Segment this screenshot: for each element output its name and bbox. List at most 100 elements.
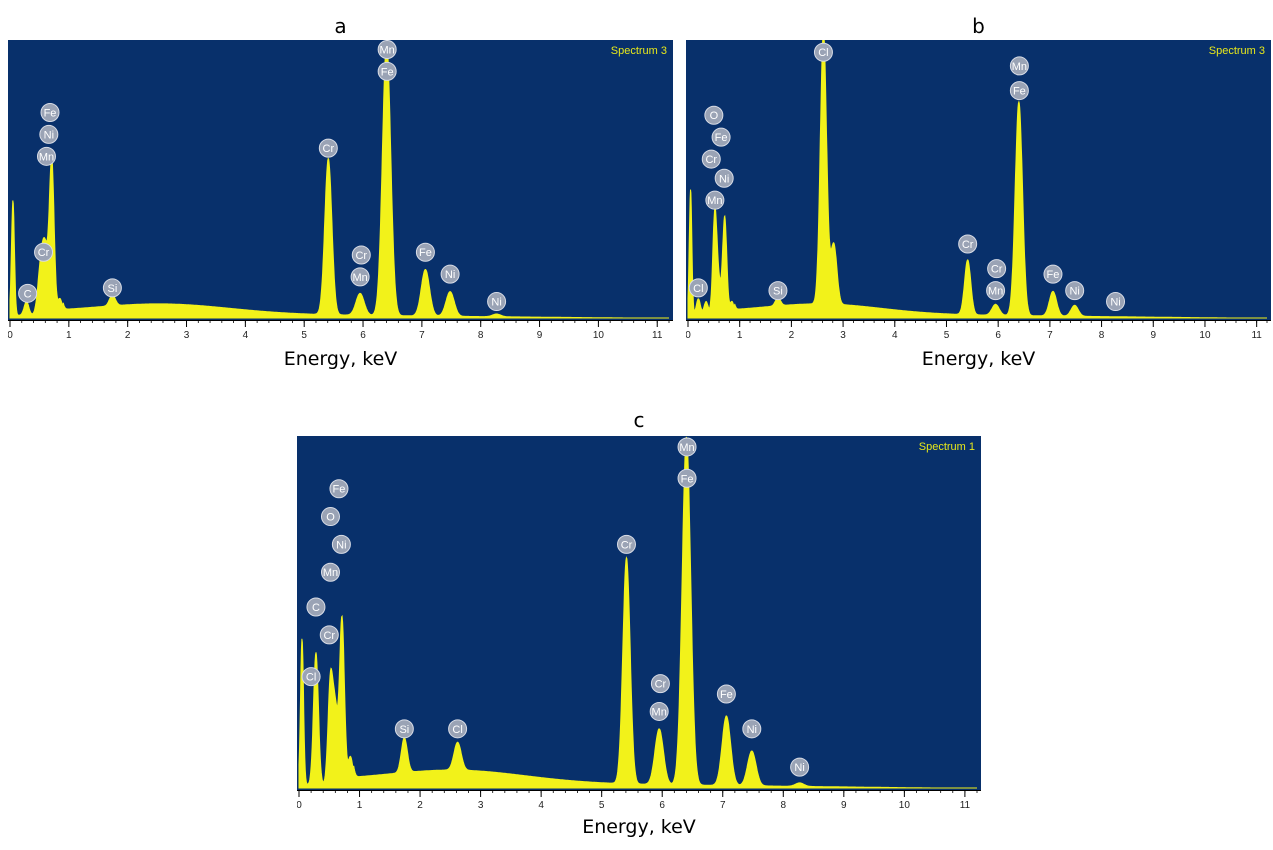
peak-label-bubble: [986, 281, 1006, 301]
peak-label: Mn: [380, 44, 395, 56]
peak-label: Mn: [652, 706, 667, 718]
x-tick-label: 3: [840, 330, 846, 341]
peak-label-bubble: [34, 242, 54, 262]
x-tick-label: 3: [478, 800, 484, 811]
peak-label: Fe: [681, 473, 694, 485]
peak-label: Mn: [679, 442, 694, 454]
peak-label: Ni: [44, 129, 54, 141]
peak-label: O: [710, 110, 719, 122]
x-tick-label: 10: [899, 800, 911, 811]
peak-label-bubble: [301, 667, 321, 687]
peak-label-bubble: [18, 283, 38, 303]
peak-label: Cr: [621, 539, 633, 551]
peak-label-bubble: [36, 146, 56, 166]
x-tick-label: 6: [995, 330, 1001, 341]
x-tick-label: 1: [66, 330, 72, 341]
peak-label-bubble: [742, 719, 762, 739]
plot-background: [686, 40, 1271, 320]
peak-label-bubble: [987, 259, 1007, 279]
spectrum-chart-b: Spectrum 3ClMnNiCrFeOSiClCrMnCrFeMnFeNiN…: [686, 40, 1271, 348]
spectrum-title: Spectrum 3: [611, 45, 667, 57]
spectrum-panel-b: b Spectrum 3 Cl Mn Ni Cr Fe O Si Cl Cr Mn Cr Fe Mn Fe N…: [686, 14, 1271, 370]
x-tick-label: 5: [599, 800, 605, 811]
peak-label-bubble: [377, 61, 397, 81]
x-tick-label: 7: [720, 800, 726, 811]
peak-label-bubble: [768, 281, 788, 301]
plot-background: [8, 40, 673, 320]
peak-label: Ni: [794, 762, 804, 774]
peak-label: Ni: [1110, 297, 1120, 309]
x-tick-label: 4: [243, 330, 249, 341]
x-tick-label: 11: [960, 800, 971, 811]
peak-label: Fe: [419, 247, 432, 259]
peak-label: Fe: [381, 66, 394, 78]
peak-label: Ni: [1069, 286, 1079, 298]
peak-label-bubble: [1009, 56, 1029, 76]
peak-label: Ni: [336, 539, 346, 551]
peak-label: Cr: [323, 630, 335, 642]
peak-label-bubble: [677, 468, 697, 488]
peak-label: Ni: [747, 724, 757, 736]
peak-label: Cl: [306, 672, 316, 684]
spectrum-chart-c: Spectrum 1 Cl Cr C Mn Ni O Fe Si Cl Cr Mn Cr Fe Mn Fe Ni…: [297, 436, 981, 818]
spectrum-area: [9, 41, 669, 319]
x-tick-label: 2: [789, 330, 795, 341]
peak-label-bubble: [394, 719, 414, 739]
peak-label: Cr: [705, 154, 717, 166]
peak-label-bubble: [704, 105, 724, 125]
x-tick-label: 9: [537, 330, 543, 341]
peak-label: Cr: [323, 143, 335, 155]
peak-label-bubble: [616, 534, 636, 554]
peak-label: Fe: [44, 108, 57, 120]
spectrum-chart-a: Spectrum 3 C Cr Mn Ni Fe Si Cr Mn Cr Fe Mn Fe Ni Ni 0 1 2…: [8, 40, 673, 348]
peak-label-bubble: [714, 168, 734, 188]
peak-label-bubble: [320, 562, 340, 582]
peak-label-bubble: [320, 507, 340, 527]
x-axis-label: Energy, keV: [582, 816, 696, 838]
x-tick-label: 7: [1047, 330, 1053, 341]
peak-label: Mn: [1012, 61, 1027, 73]
peak-label-bubble: [1065, 281, 1085, 301]
peak-label: Ni: [445, 269, 455, 281]
x-tick-label: 11: [652, 330, 663, 341]
peak-label: Fe: [1013, 86, 1026, 98]
x-axis-area: [297, 790, 981, 818]
peak-label-bubble: [377, 40, 397, 59]
peak-label: Cl: [693, 283, 703, 295]
peak-label: Fe: [333, 484, 346, 496]
x-tick-label: 0: [686, 330, 691, 341]
peak-label-bubble: [440, 264, 460, 284]
peak-label: Fe: [715, 132, 728, 144]
peak-label: Cl: [452, 724, 462, 736]
peak-label-bubble: [318, 138, 338, 158]
peak-label-bubble: [487, 292, 507, 312]
peak-label-bubble: [102, 278, 122, 298]
peak-label: C: [312, 602, 320, 614]
peak-label-bubble: [790, 757, 810, 777]
peak-label-bubble: [350, 267, 370, 287]
spectrum-area: [298, 436, 977, 789]
peak-label: Mn: [352, 272, 367, 284]
peak-label-bubble: [329, 479, 349, 499]
peak-label: Cr: [655, 679, 667, 691]
peak-label: Mn: [323, 567, 338, 579]
peak-label-bubble: [319, 625, 339, 645]
peak-label: Mn: [988, 286, 1003, 298]
peak-label-bubble: [331, 534, 351, 554]
peak-label-bubble: [650, 674, 670, 694]
peak-label: Fe: [1047, 269, 1060, 281]
peak-label: Si: [107, 283, 117, 295]
x-tick-label: 8: [781, 800, 787, 811]
x-tick-label: 10: [593, 330, 605, 341]
peak-label: Cr: [962, 239, 974, 251]
peak-label: Ni: [719, 173, 729, 185]
peak-label: C: [24, 288, 32, 300]
x-axis-area: [8, 320, 673, 348]
peak-label: Fe: [720, 689, 733, 701]
peak-label-bubble: [40, 103, 60, 122]
peak-label-bubble: [415, 242, 435, 262]
peak-label-bubble: [813, 42, 833, 62]
peak-label-bubble: [448, 719, 468, 739]
peak-label: Cl: [818, 47, 828, 59]
peak-label-bubble: [306, 597, 326, 617]
